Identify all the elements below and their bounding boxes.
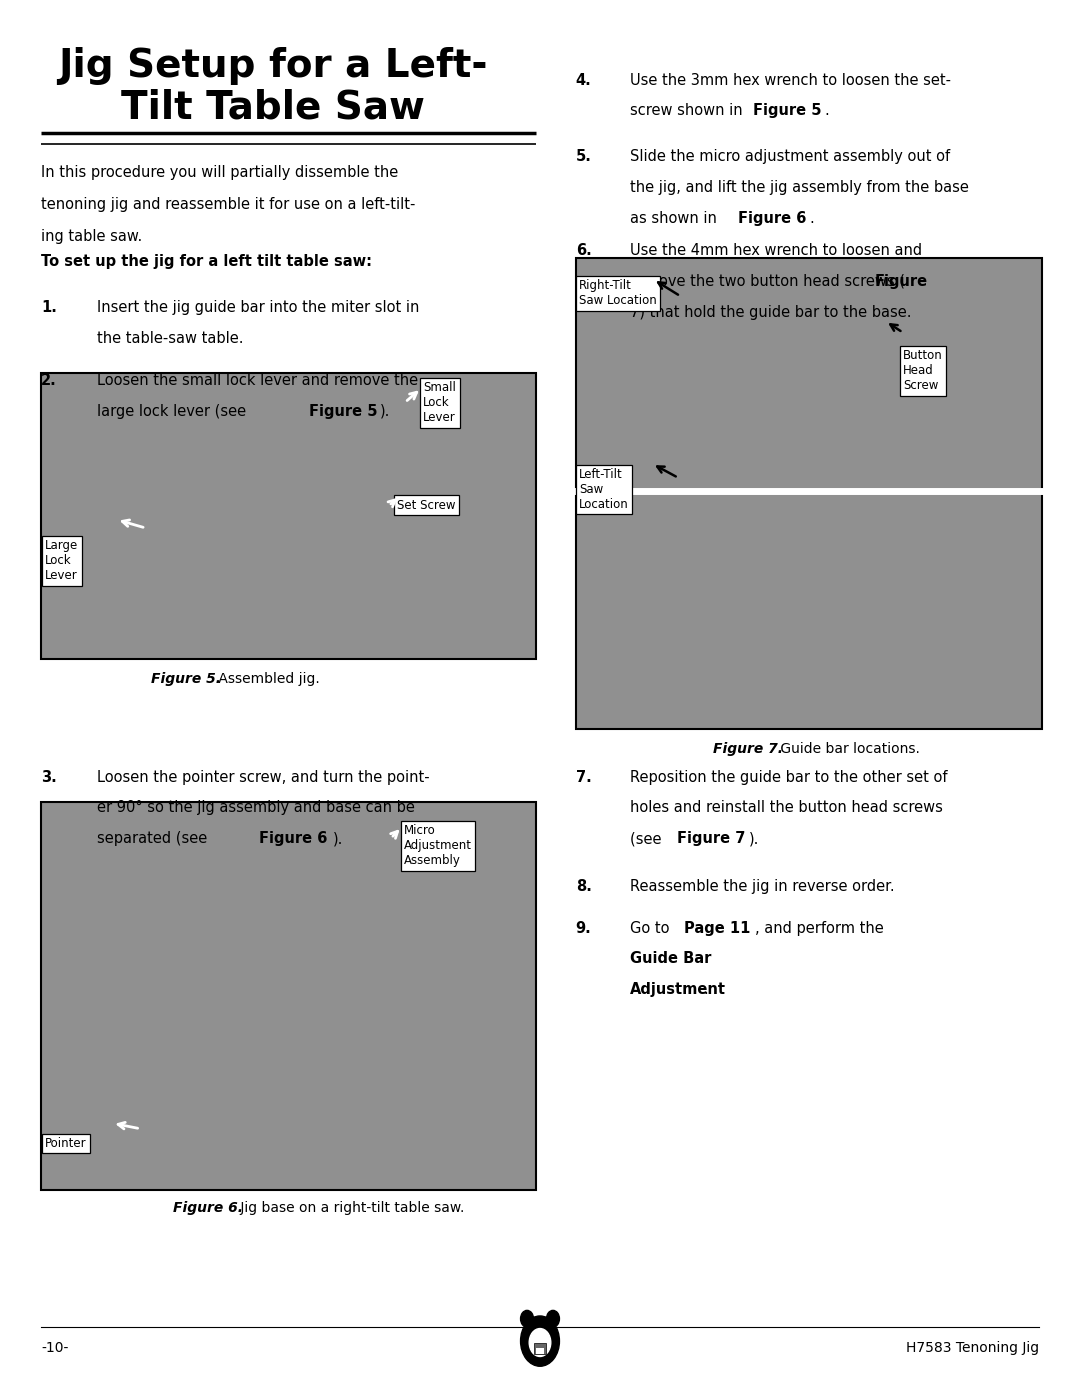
Text: Right-Tilt
Saw Location: Right-Tilt Saw Location: [579, 279, 657, 307]
Text: Slide the micro adjustment assembly out of: Slide the micro adjustment assembly out …: [630, 149, 949, 165]
Text: 6.: 6.: [576, 243, 592, 258]
Circle shape: [521, 1310, 534, 1327]
Text: Figure 5: Figure 5: [309, 404, 377, 419]
Text: holes and reinstall the button head screws: holes and reinstall the button head scre…: [630, 800, 943, 816]
Text: Figure: Figure: [875, 274, 928, 289]
Text: Small
Lock
Lever: Small Lock Lever: [423, 381, 456, 425]
Text: 3.: 3.: [41, 770, 57, 785]
Text: Go to: Go to: [630, 921, 674, 936]
Text: Left-Tilt
Saw
Location: Left-Tilt Saw Location: [579, 468, 629, 511]
Text: .: .: [824, 103, 828, 119]
Text: In this procedure you will partially dissemble the: In this procedure you will partially dis…: [41, 165, 399, 180]
Text: Micro
Adjustment
Assembly: Micro Adjustment Assembly: [404, 824, 472, 868]
Text: Use the 4mm hex wrench to loosen and: Use the 4mm hex wrench to loosen and: [630, 243, 921, 258]
Text: Use the 3mm hex wrench to loosen the set-: Use the 3mm hex wrench to loosen the set…: [630, 73, 950, 88]
Circle shape: [529, 1329, 551, 1356]
Text: Assembled jig.: Assembled jig.: [215, 672, 320, 686]
Text: Loosen the small lock lever and remove the: Loosen the small lock lever and remove t…: [97, 373, 418, 388]
Text: 7) that hold the guide bar to the base.: 7) that hold the guide bar to the base.: [630, 305, 912, 320]
Text: the table-saw table.: the table-saw table.: [97, 331, 244, 346]
Text: Jig Setup for a Left-: Jig Setup for a Left-: [58, 47, 488, 85]
Text: ).: ).: [748, 831, 759, 847]
Text: Figure 7: Figure 7: [677, 831, 745, 847]
Text: Large
Lock
Lever: Large Lock Lever: [45, 539, 79, 583]
Text: Figure 6: Figure 6: [738, 211, 806, 226]
Text: Figure 7.: Figure 7.: [713, 742, 783, 756]
Text: Page 11: Page 11: [684, 921, 750, 936]
Text: 2.: 2.: [41, 373, 57, 388]
Text: (see: (see: [630, 831, 665, 847]
Text: Set Screw: Set Screw: [397, 499, 456, 511]
Circle shape: [546, 1310, 559, 1327]
Text: Adjustment: Adjustment: [630, 982, 726, 997]
Text: Button
Head
Screw: Button Head Screw: [903, 349, 943, 393]
Text: screw shown in: screw shown in: [630, 103, 747, 119]
Text: To set up the jig for a left tilt table saw:: To set up the jig for a left tilt table …: [41, 254, 372, 270]
Text: 8.: 8.: [576, 879, 592, 894]
Text: remove the two button head screws (: remove the two button head screws (: [630, 274, 905, 289]
Text: Reassemble the jig in reverse order.: Reassemble the jig in reverse order.: [630, 879, 894, 894]
Text: ).: ).: [380, 404, 391, 419]
Text: .: .: [703, 982, 707, 997]
Text: 1.: 1.: [41, 300, 57, 316]
FancyBboxPatch shape: [536, 1348, 544, 1354]
Text: ).: ).: [333, 831, 343, 847]
Text: Figure 5.: Figure 5.: [151, 672, 221, 686]
Text: -10-: -10-: [41, 1341, 68, 1355]
FancyBboxPatch shape: [41, 373, 536, 659]
Text: as shown in: as shown in: [630, 211, 721, 226]
Text: large lock lever (see: large lock lever (see: [97, 404, 251, 419]
Text: H7583 Tenoning Jig: H7583 Tenoning Jig: [906, 1341, 1039, 1355]
Text: Guide bar locations.: Guide bar locations.: [775, 742, 920, 756]
Text: Pointer: Pointer: [45, 1137, 87, 1150]
Text: Guide Bar: Guide Bar: [630, 951, 711, 967]
Text: Reposition the guide bar to the other set of: Reposition the guide bar to the other se…: [630, 770, 947, 785]
Text: 5.: 5.: [576, 149, 592, 165]
FancyBboxPatch shape: [576, 258, 1042, 729]
Text: the jig, and lift the jig assembly from the base: the jig, and lift the jig assembly from …: [630, 180, 969, 196]
Text: Tilt Table Saw: Tilt Table Saw: [121, 88, 426, 126]
Text: 7.: 7.: [576, 770, 592, 785]
FancyBboxPatch shape: [534, 1343, 546, 1354]
Text: 9.: 9.: [576, 921, 592, 936]
Text: ing table saw.: ing table saw.: [41, 229, 143, 244]
Text: tenoning jig and reassemble it for use on a left-tilt-: tenoning jig and reassemble it for use o…: [41, 197, 416, 212]
Text: Insert the jig guide bar into the miter slot in: Insert the jig guide bar into the miter …: [97, 300, 419, 316]
Text: Figure 6.: Figure 6.: [173, 1201, 243, 1215]
Circle shape: [521, 1316, 559, 1366]
FancyBboxPatch shape: [41, 802, 536, 1190]
Text: separated (see: separated (see: [97, 831, 212, 847]
Text: Loosen the pointer screw, and turn the point-: Loosen the pointer screw, and turn the p…: [97, 770, 430, 785]
Text: 4.: 4.: [576, 73, 592, 88]
Text: .: .: [809, 211, 813, 226]
Text: Jig base on a right-tilt table saw.: Jig base on a right-tilt table saw.: [235, 1201, 464, 1215]
Text: Figure 6: Figure 6: [259, 831, 327, 847]
Text: , and perform the: , and perform the: [755, 921, 888, 936]
Text: er 90° so the jig assembly and base can be: er 90° so the jig assembly and base can …: [97, 800, 415, 816]
Text: Figure 5: Figure 5: [753, 103, 821, 119]
